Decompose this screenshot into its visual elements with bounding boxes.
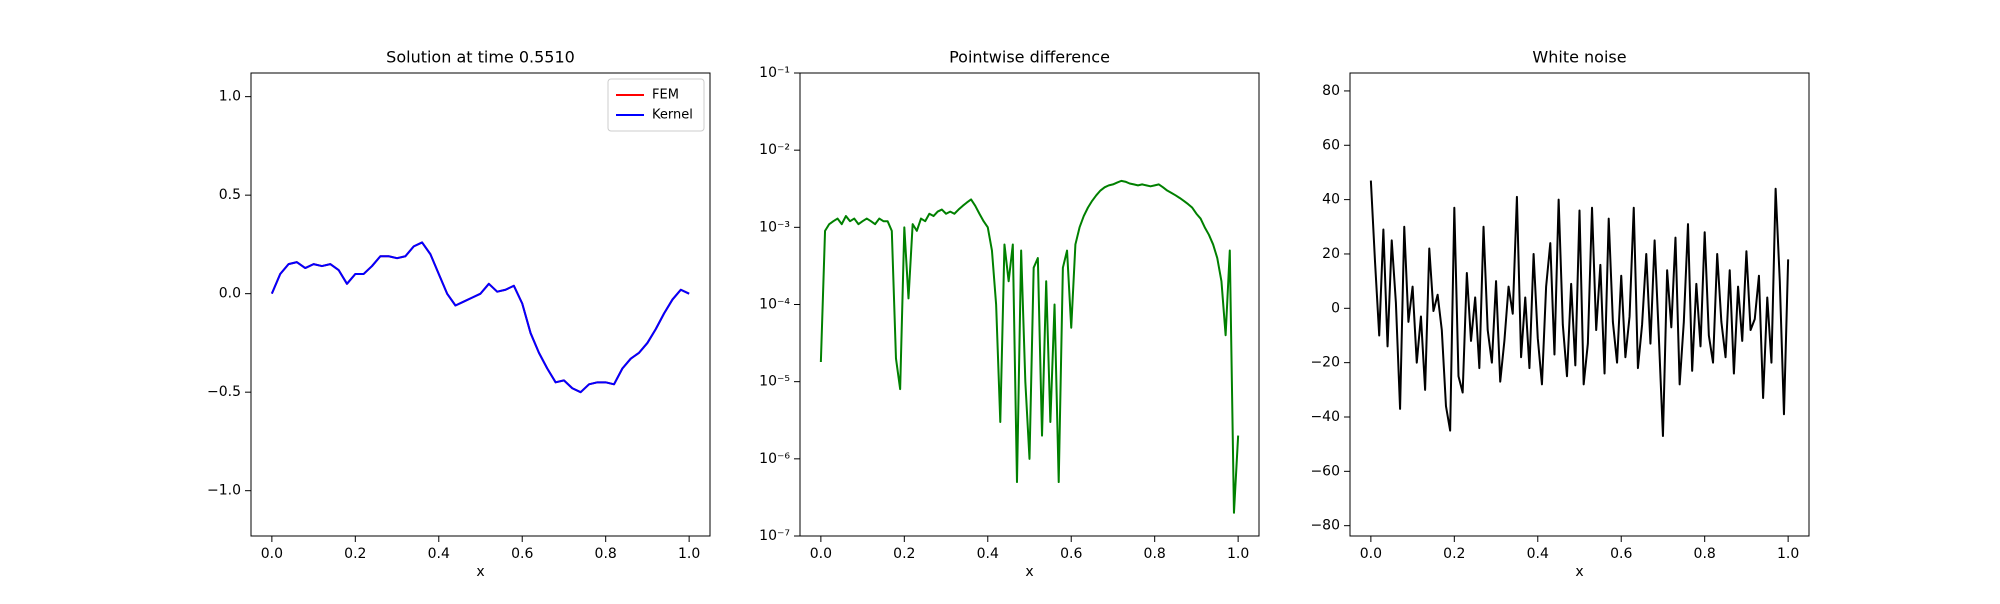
axes-frame <box>1349 72 1810 537</box>
x-tick-label: 0.6 <box>1060 546 1082 562</box>
x-tick-label: 0.2 <box>1443 546 1465 562</box>
legend-label: FEM <box>652 88 679 103</box>
x-tick-label: 1.0 <box>1227 546 1249 562</box>
y-tick-label: 0.0 <box>219 286 241 302</box>
data-line <box>270 241 690 394</box>
y-tick-label: 10⁻⁶ <box>759 451 790 467</box>
legend-label: Kernel <box>652 108 693 123</box>
y-tick-label: −0.5 <box>207 384 241 400</box>
y-tick-label: −60 <box>1310 463 1340 479</box>
x-tick-label: 0.4 <box>977 546 999 562</box>
y-tick-label: 60 <box>1322 137 1340 153</box>
x-axis-label: x <box>476 564 484 580</box>
x-axis-label: x <box>1575 564 1583 580</box>
data-line <box>1369 180 1790 438</box>
x-axis-label: x <box>1025 564 1033 580</box>
y-tick-label: 10⁻⁵ <box>759 374 790 390</box>
axes-frame <box>250 72 711 537</box>
y-tick-label: 10⁻¹ <box>759 65 790 81</box>
x-tick-label: 0.8 <box>1694 546 1716 562</box>
x-tick-label: 1.0 <box>678 546 700 562</box>
y-tick-label: 0.5 <box>219 187 241 203</box>
data-line <box>819 179 1240 514</box>
chart-title: White noise <box>1532 48 1626 67</box>
y-tick-label: 10⁻⁷ <box>759 528 790 544</box>
y-tick-label: 10⁻³ <box>759 219 790 235</box>
legend-box <box>607 78 705 132</box>
data-line <box>270 241 690 394</box>
y-tick-label: −20 <box>1310 355 1340 371</box>
x-tick-label: 0.4 <box>428 546 450 562</box>
y-tick-label: 20 <box>1322 246 1340 262</box>
x-tick-label: 1.0 <box>1777 546 1799 562</box>
chart-title: Pointwise difference <box>949 48 1110 67</box>
x-tick-label: 0.2 <box>893 546 915 562</box>
x-tick-label: 0.6 <box>1610 546 1632 562</box>
y-tick-label: 10⁻⁴ <box>759 297 790 313</box>
y-tick-label: 40 <box>1322 192 1340 208</box>
x-tick-label: 0.4 <box>1527 546 1549 562</box>
x-tick-label: 0.8 <box>1144 546 1166 562</box>
y-tick-label: 0 <box>1331 300 1340 316</box>
y-tick-label: 80 <box>1322 83 1340 99</box>
x-tick-label: 0.6 <box>511 546 533 562</box>
y-tick-label: −80 <box>1310 518 1340 534</box>
y-tick-label: −40 <box>1310 409 1340 425</box>
chart-title: Solution at time 0.5510 <box>386 48 575 67</box>
y-tick-label: 1.0 <box>219 89 241 105</box>
x-tick-label: 0.0 <box>261 546 283 562</box>
x-tick-label: 0.8 <box>595 546 617 562</box>
x-tick-label: 0.2 <box>344 546 366 562</box>
axes-frame <box>799 72 1260 537</box>
y-tick-label: −1.0 <box>207 483 241 499</box>
x-tick-label: 0.0 <box>810 546 832 562</box>
y-tick-label: 10⁻² <box>759 142 790 158</box>
x-tick-label: 0.0 <box>1360 546 1382 562</box>
